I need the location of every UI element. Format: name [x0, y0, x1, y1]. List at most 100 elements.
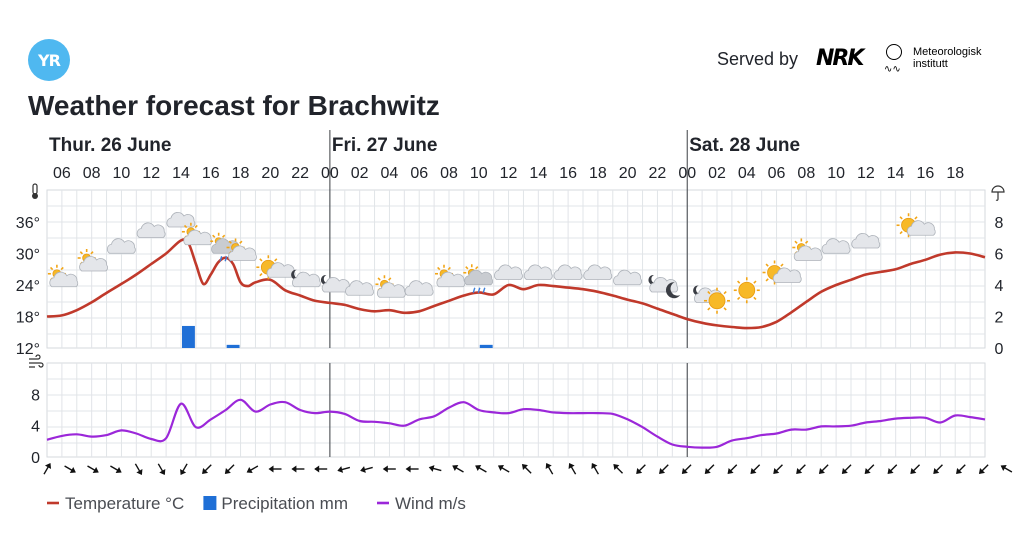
rain-showers-icon — [463, 264, 494, 293]
precipitation-bar — [182, 325, 195, 348]
cloudy-icon — [583, 264, 613, 280]
legend-label: Precipitation mm — [221, 494, 348, 513]
partly-cloudy-day-icon — [226, 238, 257, 261]
legend-swatch — [203, 496, 217, 510]
met-circle-icon — [886, 44, 902, 60]
precipitation-tick-label: 0 — [995, 341, 1004, 358]
wind-direction-arrow — [382, 465, 396, 473]
hour-tick-label: 18 — [589, 165, 607, 182]
hour-tick-label: 02 — [708, 165, 726, 182]
wind-tick-label: 8 — [31, 387, 40, 404]
temperature-tick-label: 18° — [16, 310, 40, 327]
wind-direction-arrow — [337, 466, 351, 473]
sun-with-cloud-icon — [762, 260, 802, 285]
hour-tick-label: 14 — [172, 165, 190, 182]
hour-tick-label: 10 — [470, 165, 488, 182]
hour-tick-label: 04 — [381, 165, 399, 182]
hour-tick-label: 10 — [827, 165, 845, 182]
wind-direction-arrow — [246, 465, 259, 474]
temperature-tick-label: 12° — [16, 341, 40, 358]
wind-direction-arrow — [818, 464, 829, 474]
day-label: Thur. 26 June — [49, 135, 171, 156]
wind-direction-arrow — [978, 464, 989, 474]
hour-tick-label: 10 — [113, 165, 131, 182]
temperature-tick-label: 24° — [16, 278, 40, 295]
wind-direction-arrow — [475, 464, 487, 473]
met-wave-icon: ∿∿ — [884, 64, 901, 75]
hour-tick-label: 20 — [619, 165, 637, 182]
hour-tick-label: 00 — [678, 165, 696, 182]
wind-direction-arrow — [910, 464, 921, 474]
wind-direction-arrow — [497, 464, 510, 473]
hour-tick-label: 06 — [410, 165, 428, 182]
page-title: Weather forecast for Brachwitz — [28, 90, 440, 121]
partly-cloudy-day-icon — [77, 249, 108, 272]
partly-cloudy-day-icon — [375, 275, 406, 298]
partly-cloudy-night-icon — [320, 274, 351, 293]
partly-cloudy-night-icon — [648, 274, 679, 293]
wind-direction-arrow — [659, 464, 669, 474]
hour-tick-label: 04 — [738, 165, 756, 182]
hour-tick-label: 18 — [232, 165, 250, 182]
hour-tick-label: 14 — [887, 165, 905, 182]
wind-direction-arrow — [591, 462, 600, 475]
wind-direction-arrow — [43, 462, 52, 475]
precipitation-bar — [226, 344, 240, 348]
wind-direction-arrow — [636, 464, 646, 474]
wind-direction-arrow — [314, 465, 328, 473]
wind-grid-frame — [46, 362, 986, 458]
sun-with-cloud-icon — [256, 255, 296, 280]
hour-tick-label: 00 — [321, 165, 339, 182]
cloudy-icon — [345, 280, 374, 296]
wind-direction-arrow — [428, 465, 442, 472]
legend-label: Wind m/s — [395, 494, 466, 513]
wind-direction-arrow — [933, 464, 943, 474]
hour-tick-label: 12 — [142, 165, 160, 182]
sun-icon — [733, 277, 760, 304]
hour-tick-label: 20 — [261, 165, 279, 182]
temperature-tick-label: 36° — [16, 215, 40, 232]
hour-tick-label: 22 — [291, 165, 309, 182]
wind-direction-arrow — [841, 464, 852, 474]
served-by-label: Served by — [717, 49, 799, 69]
wind-direction-arrow — [1000, 464, 1013, 473]
wind-tick-label: 0 — [31, 450, 40, 467]
cloudy-icon — [166, 212, 196, 228]
hour-tick-label: 08 — [83, 165, 101, 182]
precipitation-tick-label: 8 — [995, 215, 1004, 232]
cloudy-icon — [851, 233, 881, 249]
met-logo-text: Meteorologisk institutt — [913, 46, 981, 70]
cloudy-icon — [136, 222, 166, 238]
wind-direction-arrow — [134, 463, 143, 476]
wind-direction-arrow — [613, 464, 624, 474]
wind-direction-arrow — [568, 462, 577, 475]
wind-direction-arrow — [157, 463, 166, 476]
precipitation-tick-label: 2 — [995, 310, 1004, 327]
cloudy-icon — [553, 264, 583, 280]
nrk-logo[interactable]: NRK — [816, 46, 864, 71]
partly-cloudy-night-icon — [291, 269, 321, 288]
precipitation-bar — [479, 344, 493, 348]
wind-line — [46, 398, 986, 449]
hour-tick-label: 02 — [351, 165, 369, 182]
hour-tick-label: 06 — [768, 165, 786, 182]
day-label: Sat. 28 June — [689, 135, 800, 156]
wind-direction-arrow — [750, 464, 761, 474]
partly-cloudy-day-icon — [181, 222, 213, 246]
wind-direction-arrow — [64, 465, 76, 474]
sun-icon — [704, 287, 730, 314]
hour-tick-label: 16 — [917, 165, 935, 182]
legend-label: Temperature °C — [65, 494, 184, 513]
met-line2: institutt — [913, 58, 948, 70]
cloudy-icon — [523, 264, 553, 280]
hour-tick-label: 08 — [797, 165, 815, 182]
cloudy-icon — [821, 238, 851, 254]
wind-direction-arrow — [956, 464, 966, 474]
met-institute-logo[interactable]: ∿∿ Meteorologisk institutt — [884, 44, 1004, 78]
wind-direction-arrow — [796, 464, 806, 474]
wind-direction-arrow — [224, 464, 235, 474]
hour-tick-label: 14 — [529, 165, 547, 182]
wind-direction-arrow — [110, 465, 122, 474]
yr-logo[interactable]: YR — [28, 39, 70, 81]
